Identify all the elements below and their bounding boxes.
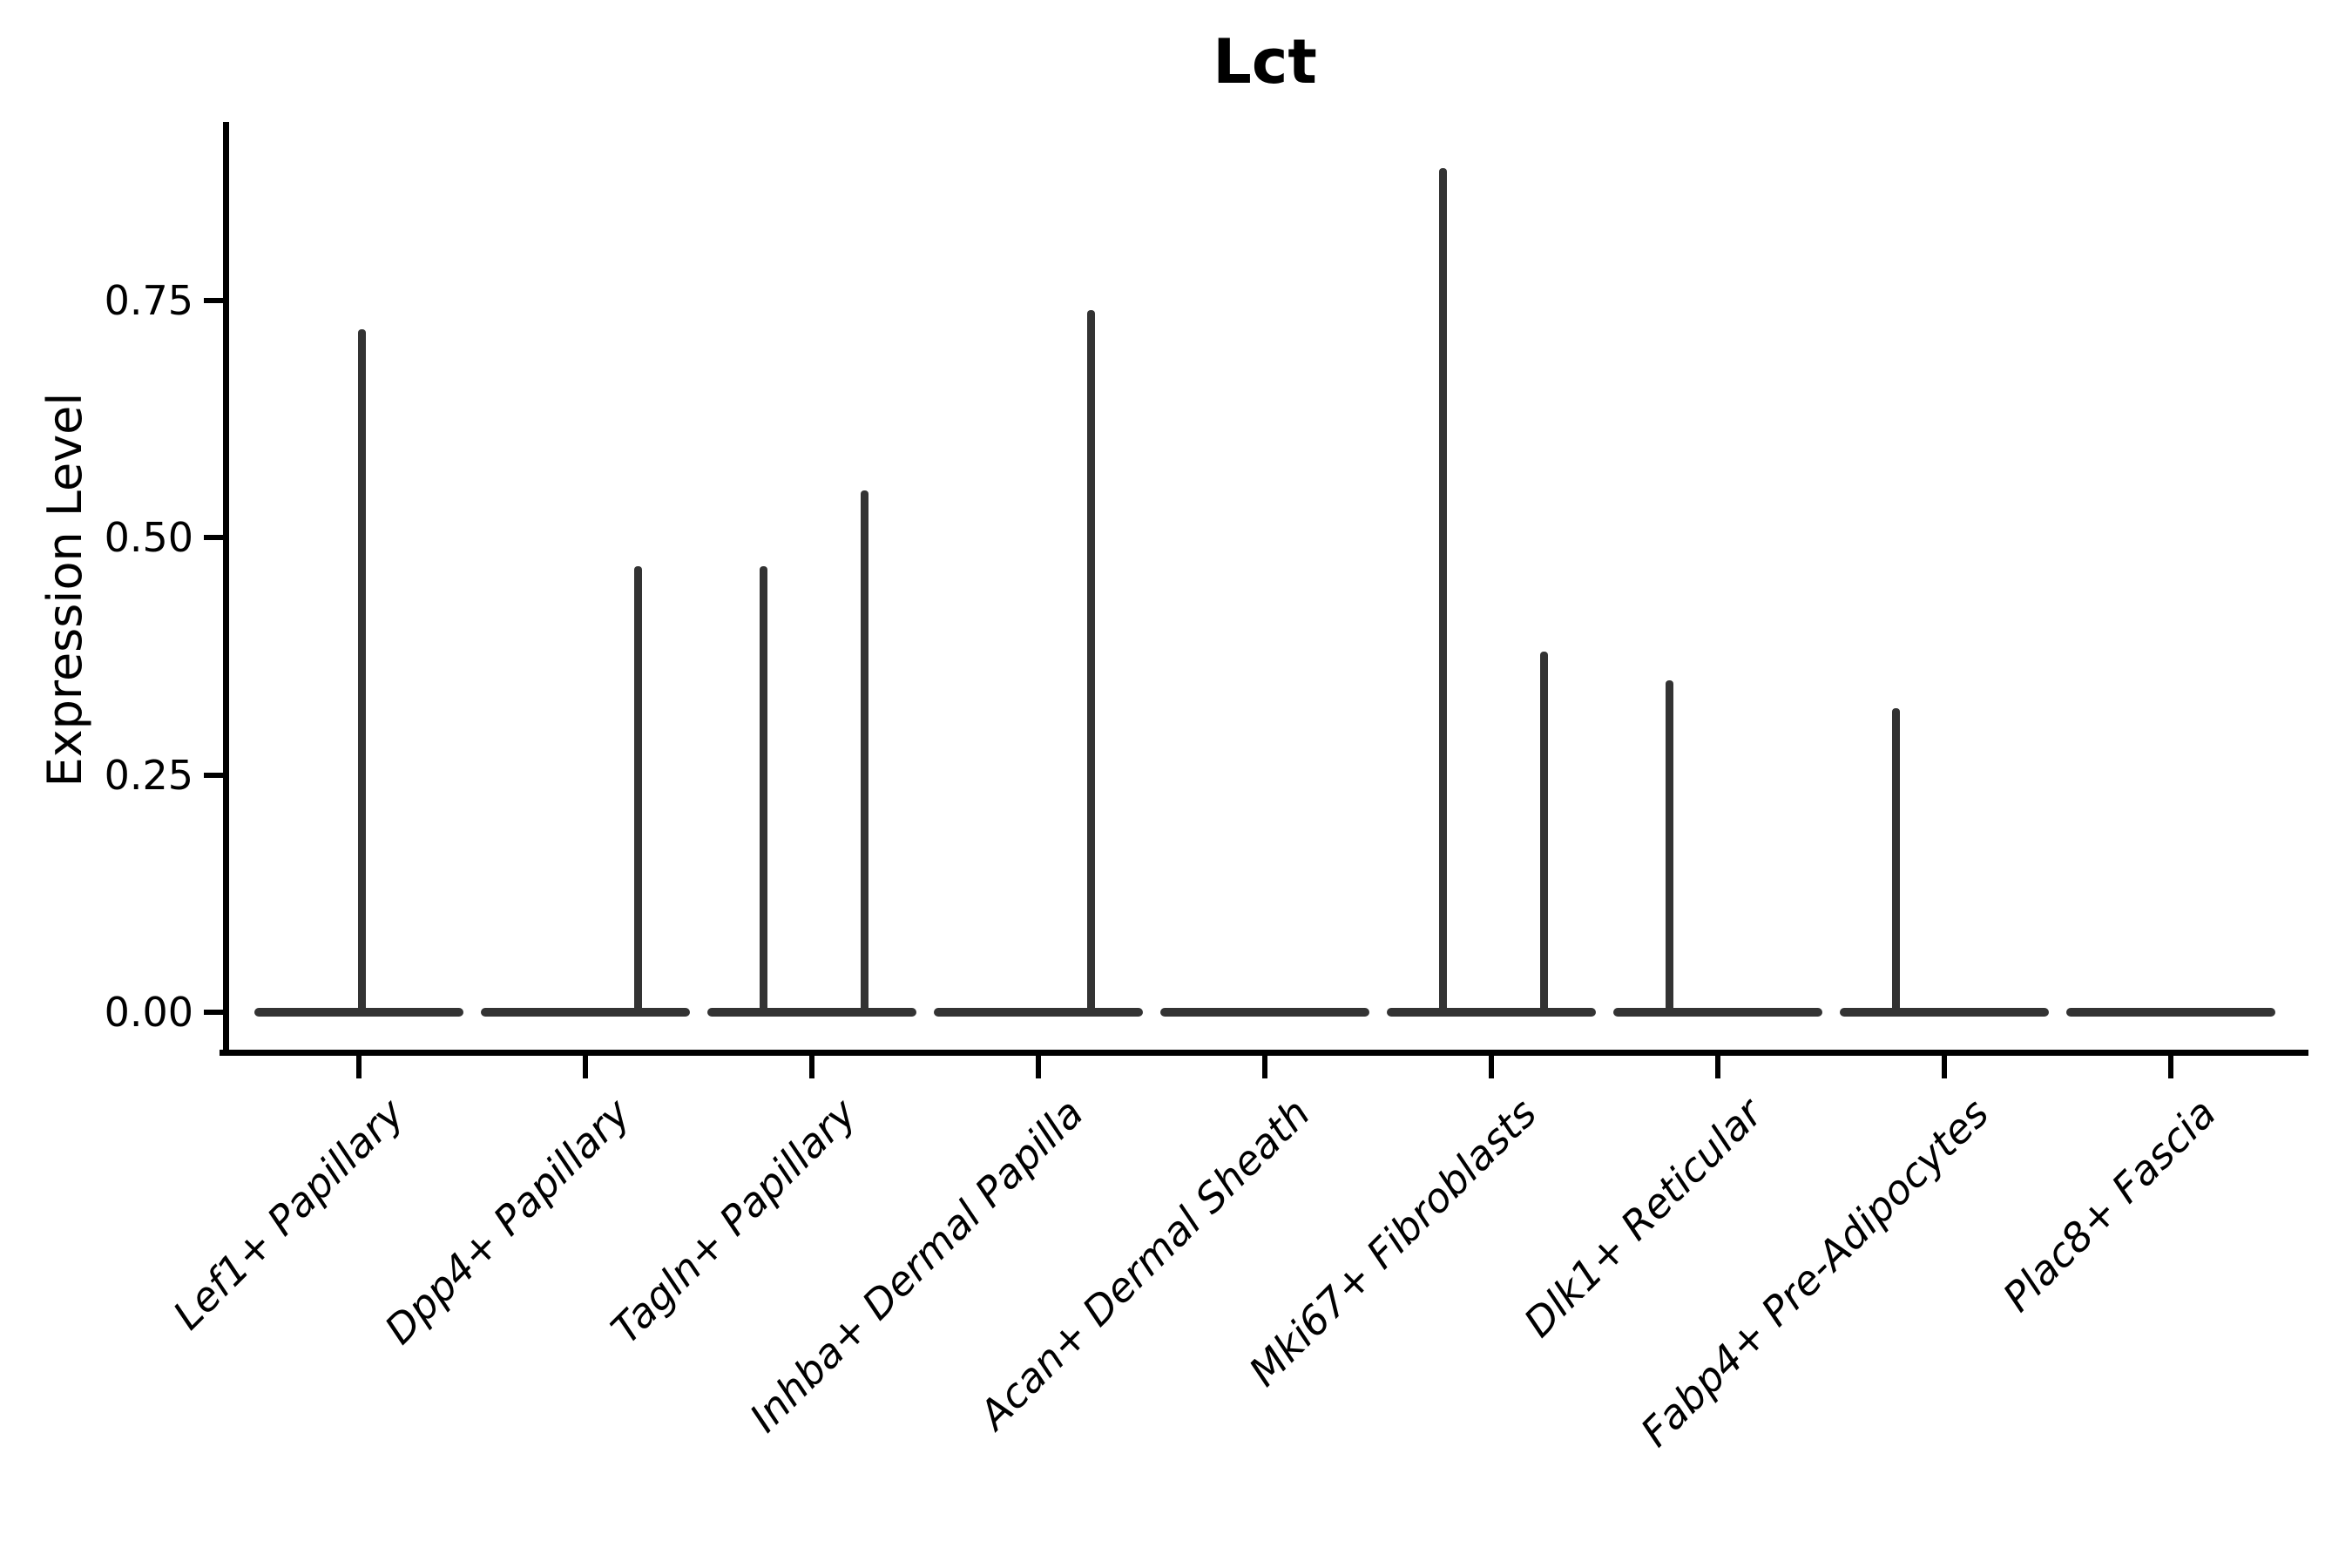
x-tick-mark: [1715, 1056, 1720, 1078]
x-tick-label: Tagln+ Papillary: [602, 1089, 866, 1353]
violin-body-zero: [707, 1008, 916, 1017]
y-tick-label: 0.25: [104, 751, 193, 799]
violin-spike: [1539, 652, 1548, 1012]
violin-body-zero: [934, 1008, 1143, 1017]
x-tick-mark: [583, 1056, 588, 1078]
violin-spike: [860, 490, 868, 1012]
y-tick-mark: [204, 298, 223, 304]
x-axis-spine: [220, 1050, 2308, 1056]
violin-spike: [1665, 679, 1673, 1012]
violin-body-zero: [2066, 1008, 2275, 1017]
x-tick-label: Lef1+ Papillary: [163, 1089, 413, 1339]
x-tick-mark: [809, 1056, 814, 1078]
violin-body-zero: [1387, 1008, 1596, 1017]
violin-spike: [1891, 708, 1900, 1012]
x-tick-mark: [1036, 1056, 1041, 1078]
violin-spike: [357, 328, 366, 1012]
violin-body-zero: [254, 1008, 463, 1017]
violin-body-zero: [1613, 1008, 1822, 1017]
x-tick-label: Plac8+ Fascia: [1993, 1089, 2225, 1321]
violin-spike: [633, 566, 642, 1012]
x-tick-mark: [1489, 1056, 1494, 1078]
y-tick-mark: [204, 1010, 223, 1015]
y-tick-mark: [204, 535, 223, 541]
violin-spike: [1086, 309, 1095, 1012]
violin-spike: [759, 566, 767, 1012]
x-tick-mark: [1942, 1056, 1947, 1078]
violin-body-zero: [481, 1008, 690, 1017]
x-tick-mark: [356, 1056, 362, 1078]
violin-spike: [1438, 167, 1447, 1012]
x-tick-mark: [2168, 1056, 2173, 1078]
y-tick-mark: [204, 772, 223, 778]
y-tick-label: 0.50: [104, 514, 193, 562]
x-tick-label: Dpp4+ Papillary: [375, 1089, 639, 1354]
x-tick-mark: [1262, 1056, 1267, 1078]
violin-body-zero: [1840, 1008, 2049, 1017]
y-tick-label: 0.00: [104, 989, 193, 1036]
x-tick-label: Dlk1+ Reticular: [1515, 1089, 1772, 1347]
y-axis-spine: [223, 122, 229, 1056]
y-tick-label: 0.75: [104, 277, 193, 325]
violin-body-zero: [1160, 1008, 1369, 1017]
plot-title: Lct: [1213, 26, 1317, 98]
